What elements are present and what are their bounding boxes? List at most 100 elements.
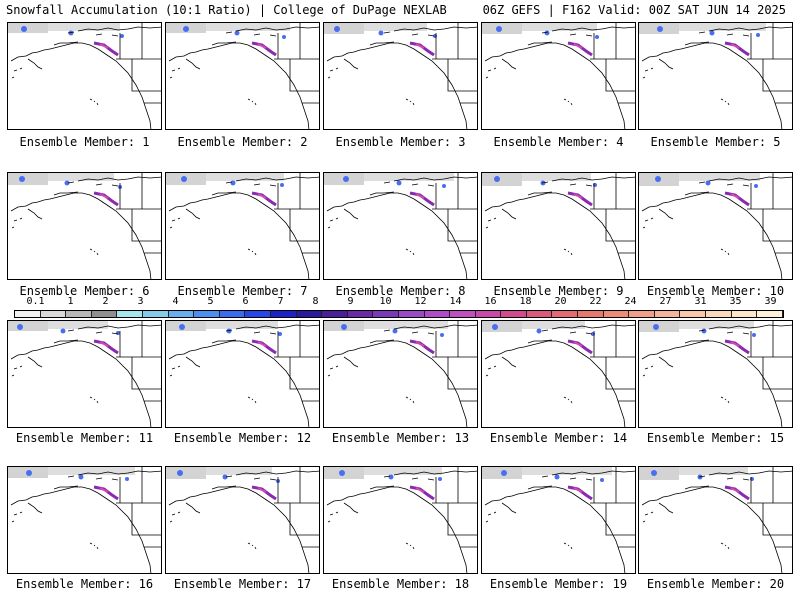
- map-basemap: [482, 467, 635, 573]
- map-basemap: [482, 321, 635, 427]
- ensemble-member-label: Ensemble Member: 9: [493, 284, 624, 298]
- ensemble-member-label: Ensemble Member: 5: [650, 135, 781, 149]
- colorbar-swatch: [731, 311, 758, 317]
- colorbar-tick-label: 31: [694, 296, 707, 307]
- map-basemap: [8, 173, 161, 279]
- map-basemap: [166, 467, 319, 573]
- ensemble-member-map: [165, 320, 320, 428]
- colorbar-swatch: [91, 311, 118, 317]
- ensemble-member-label: Ensemble Member: 1: [19, 135, 150, 149]
- ensemble-member-label: Ensemble Member: 13: [331, 431, 470, 445]
- ensemble-member-map: [638, 172, 793, 280]
- ensemble-member-map: [323, 320, 478, 428]
- ensemble-member-label: Ensemble Member: 19: [489, 577, 628, 591]
- map-basemap: [639, 23, 792, 129]
- ensemble-member-map: [323, 172, 478, 280]
- map-basemap: [166, 23, 319, 129]
- colorbar-swatch: [706, 311, 732, 317]
- ensemble-member-label: Ensemble Member: 2: [177, 135, 308, 149]
- colorbar-tick-label: 6: [242, 296, 249, 307]
- ensemble-member-label: Ensemble Member: 8: [335, 284, 466, 298]
- colorbar-swatch: [450, 311, 476, 317]
- colorbar-tick-label: 8: [312, 296, 319, 307]
- colorbar-swatch: [603, 311, 630, 317]
- colorbar-swatch: [142, 311, 169, 317]
- colorbar-tick-label: 16: [484, 296, 497, 307]
- run-valid-time: 06Z GEFS | F162 Valid: 00Z SAT JUN 14 20…: [482, 3, 786, 17]
- map-basemap: [8, 23, 161, 129]
- colorbar-swatch: [654, 311, 681, 317]
- colorbar-tick-label: 10: [379, 296, 392, 307]
- colorbar-swatch: [219, 311, 246, 317]
- colorbar-swatch: [168, 311, 195, 317]
- colorbar-tick-labels: 0.1 1 2 3 4 5 6 7 8 9 10 12 14 16 18 20 22 24 27 31 35 39: [14, 296, 784, 310]
- colorbar-swatch: [398, 311, 425, 317]
- colorbar-tick-label: 24: [624, 296, 637, 307]
- ensemble-member-label: Ensemble Member: 6: [19, 284, 150, 298]
- map-basemap: [639, 321, 792, 427]
- colorbar-tick-label: 3: [137, 296, 144, 307]
- colorbar-tick-label: 1: [67, 296, 74, 307]
- ensemble-member-map: [481, 320, 636, 428]
- map-basemap: [639, 467, 792, 573]
- snowfall-colorbar: [14, 310, 784, 318]
- colorbar-swatch: [15, 311, 41, 317]
- ensemble-member-map: [638, 466, 793, 574]
- ensemble-member-label: Ensemble Member: 14: [489, 431, 628, 445]
- colorbar-tick-label: 20: [554, 296, 567, 307]
- colorbar-swatch: [245, 311, 271, 317]
- colorbar-swatch: [424, 311, 451, 317]
- ensemble-member-map: [7, 320, 162, 428]
- colorbar-tick-label: 0.1: [26, 296, 45, 307]
- ensemble-member-label: Ensemble Member: 10: [646, 284, 785, 298]
- colorbar-swatch: [117, 311, 143, 317]
- ensemble-member-label: Ensemble Member: 7: [177, 284, 308, 298]
- ensemble-member-map: [481, 172, 636, 280]
- ensemble-member-label: Ensemble Member: 17: [173, 577, 312, 591]
- ensemble-member-map: [481, 22, 636, 130]
- colorbar-swatch: [296, 311, 323, 317]
- ensemble-member-map: [7, 466, 162, 574]
- ensemble-member-label: Ensemble Member: 12: [173, 431, 312, 445]
- ensemble-member-map: [323, 466, 478, 574]
- colorbar-swatch: [40, 311, 67, 317]
- colorbar-tick-label: 5: [207, 296, 214, 307]
- ensemble-member-label: Ensemble Member: 16: [15, 577, 154, 591]
- colorbar-swatch: [194, 311, 220, 317]
- ensemble-member-map: [638, 22, 793, 130]
- map-basemap: [8, 467, 161, 573]
- ensemble-member-label: Ensemble Member: 4: [493, 135, 624, 149]
- ensemble-member-label: Ensemble Member: 3: [335, 135, 466, 149]
- map-basemap: [8, 321, 161, 427]
- colorbar-tick-label: 39: [764, 296, 777, 307]
- map-basemap: [324, 321, 477, 427]
- map-basemap: [166, 321, 319, 427]
- colorbar-tick-label: 18: [519, 296, 532, 307]
- colorbar-swatch: [501, 311, 527, 317]
- colorbar-tick-label: 22: [589, 296, 602, 307]
- colorbar-swatch: [475, 311, 502, 317]
- map-basemap: [324, 467, 477, 573]
- colorbar-tick-label: 2: [102, 296, 109, 307]
- colorbar-swatch: [680, 311, 707, 317]
- map-basemap: [324, 23, 477, 129]
- ensemble-member-label: Ensemble Member: 20: [646, 577, 785, 591]
- colorbar-tick-label: 7: [277, 296, 284, 307]
- ensemble-member-map: [7, 22, 162, 130]
- colorbar-tick-label: 12: [414, 296, 427, 307]
- map-basemap: [324, 173, 477, 279]
- map-basemap: [482, 173, 635, 279]
- colorbar-swatch: [629, 311, 655, 317]
- colorbar-swatch: [552, 311, 579, 317]
- ensemble-member-map: [638, 320, 793, 428]
- ensemble-member-label: Ensemble Member: 18: [331, 577, 470, 591]
- map-basemap: [166, 173, 319, 279]
- colorbar-tick-label: 14: [449, 296, 462, 307]
- colorbar-tick-label: 27: [659, 296, 672, 307]
- ensemble-member-map: [7, 172, 162, 280]
- colorbar-tick-label: 9: [347, 296, 354, 307]
- colorbar-swatch: [270, 311, 297, 317]
- colorbar-swatch: [373, 311, 399, 317]
- ensemble-member-map: [165, 466, 320, 574]
- ensemble-member-map: [165, 22, 320, 130]
